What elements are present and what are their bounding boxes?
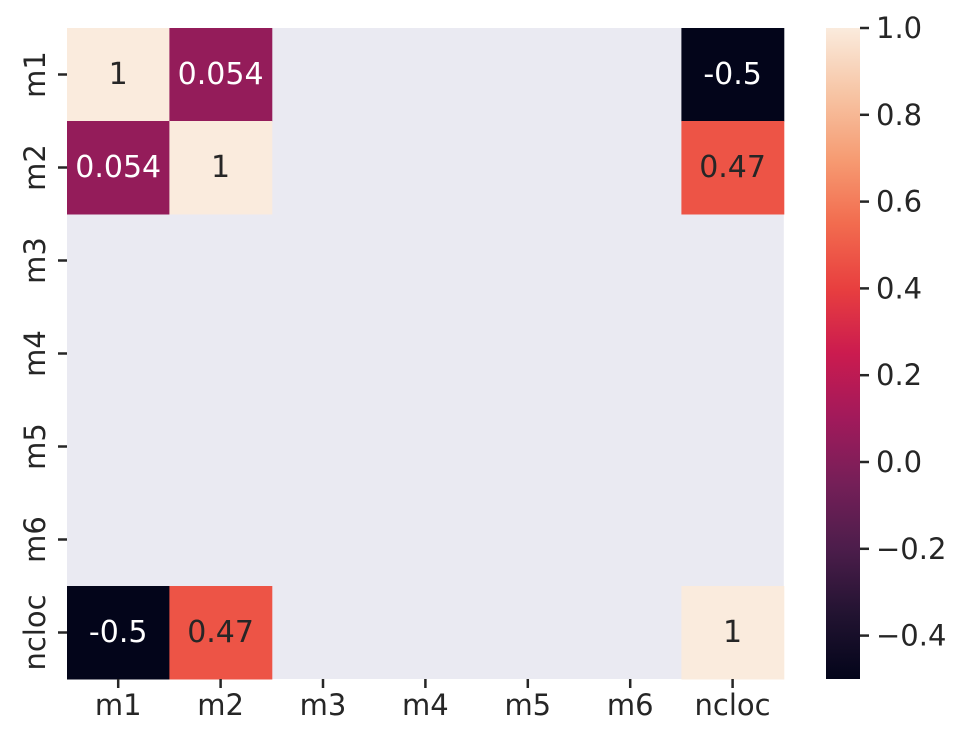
- cell-annotation: 0.47: [699, 150, 766, 185]
- x-tick-label: m1: [95, 688, 142, 722]
- y-tick-label: m4: [18, 330, 52, 377]
- heatmap-cell: [681, 121, 785, 215]
- colorbar-tick-label: −0.4: [876, 619, 946, 653]
- x-tick-label: m3: [300, 688, 347, 722]
- cell-annotation: 0.054: [75, 150, 161, 185]
- y-tick-label: m3: [18, 237, 52, 284]
- colorbar-tick-label: 0.0: [876, 445, 922, 479]
- y-tick-label: m1: [18, 51, 52, 98]
- cell-annotation: 0.054: [178, 57, 264, 92]
- heatmap-cell: [67, 28, 170, 122]
- y-axis-ticks: m1 m2 m3 m4 m5 m6 ncloc: [18, 51, 67, 671]
- heatmap-cell: [681, 586, 785, 680]
- cell-annotation: 1: [211, 150, 230, 185]
- y-tick-label: m2: [18, 144, 52, 191]
- colorbar-tick-label: 0.2: [876, 358, 922, 392]
- colorbar-tick-label: 1.0: [876, 11, 922, 45]
- x-tick-label: m2: [197, 688, 244, 722]
- heatmap-cell: [169, 28, 273, 122]
- heatmap-cell: [169, 121, 273, 215]
- y-tick-label: m6: [18, 516, 52, 563]
- heatmap-cell: [67, 586, 170, 680]
- x-tick-label: m6: [607, 688, 654, 722]
- colorbar-tick-label: −0.2: [876, 532, 946, 566]
- cell-annotation: -0.5: [703, 57, 762, 92]
- heatmap-cell: [681, 28, 785, 122]
- colorbar-ticks: 1.0 0.8 0.6 0.4 0.2 0.0 −0.2 −0.4: [860, 11, 946, 653]
- cell-annotations: 1 0.054 -0.5 0.054 1 0.47 -0.5 0.47 1: [75, 57, 766, 650]
- x-tick-label: m5: [504, 688, 551, 722]
- colorbar-tick-label: 0.6: [876, 185, 922, 219]
- heatmap-cell: [67, 121, 170, 215]
- x-tick-label: m4: [402, 688, 449, 722]
- y-tick-label: ncloc: [18, 594, 52, 670]
- cell-annotation: -0.5: [89, 615, 148, 650]
- heatmap-cells: [67, 28, 785, 680]
- y-tick-label: m5: [18, 423, 52, 470]
- cell-annotation: 0.47: [187, 615, 254, 650]
- cell-annotation: 1: [109, 57, 128, 92]
- heatmap-cell: [169, 586, 273, 680]
- x-tick-label: ncloc: [695, 688, 771, 722]
- colorbar-gradient: [826, 28, 860, 679]
- cell-annotation: 1: [723, 615, 742, 650]
- colorbar-tick-label: 0.4: [876, 271, 922, 305]
- colorbar-tick-label: 0.8: [876, 98, 922, 132]
- x-axis-ticks: m1 m2 m3 m4 m5 m6 ncloc: [95, 679, 771, 722]
- colorbar: 1.0 0.8 0.6 0.4 0.2 0.0 −0.2 −0.4: [826, 11, 946, 679]
